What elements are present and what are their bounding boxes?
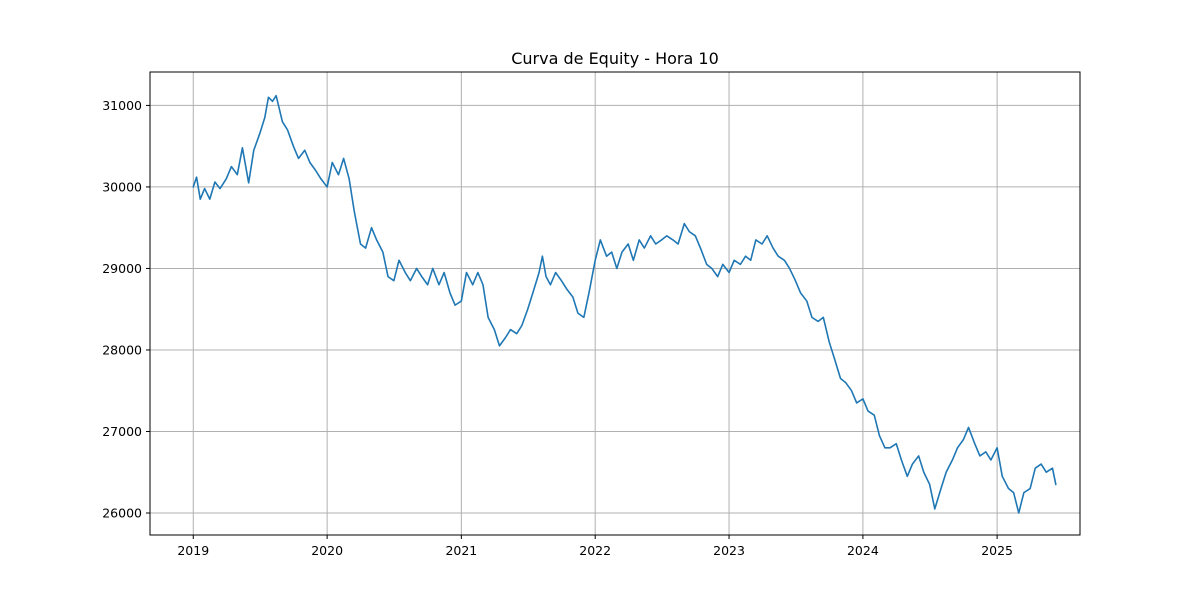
grid xyxy=(150,72,1080,535)
axes: 2019 2020 2021 2022 2023 2024 2025 26000 27000 28… xyxy=(102,98,1013,558)
series-layer xyxy=(192,94,1057,514)
x-tick-label: 2019 xyxy=(177,543,209,558)
y-tick-label: 31000 xyxy=(102,98,142,113)
y-tick-label: 29000 xyxy=(102,261,142,276)
x-tick-label: 2025 xyxy=(981,543,1013,558)
x-tick-label: 2022 xyxy=(579,543,611,558)
x-tick-label: 2021 xyxy=(445,543,477,558)
x-tick-label: 2020 xyxy=(311,543,343,558)
x-tick-label: 2023 xyxy=(713,543,745,558)
y-tick-label: 28000 xyxy=(102,342,142,357)
y-tick-label: 27000 xyxy=(102,424,142,439)
y-tick-label: 26000 xyxy=(102,505,142,520)
plot-frame xyxy=(149,71,1081,536)
equity-series-line xyxy=(192,94,1057,514)
x-tick-label: 2024 xyxy=(847,543,879,558)
y-tick-label: 30000 xyxy=(102,179,142,194)
chart-title: Curva de Equity - Hora 10 xyxy=(511,49,719,68)
